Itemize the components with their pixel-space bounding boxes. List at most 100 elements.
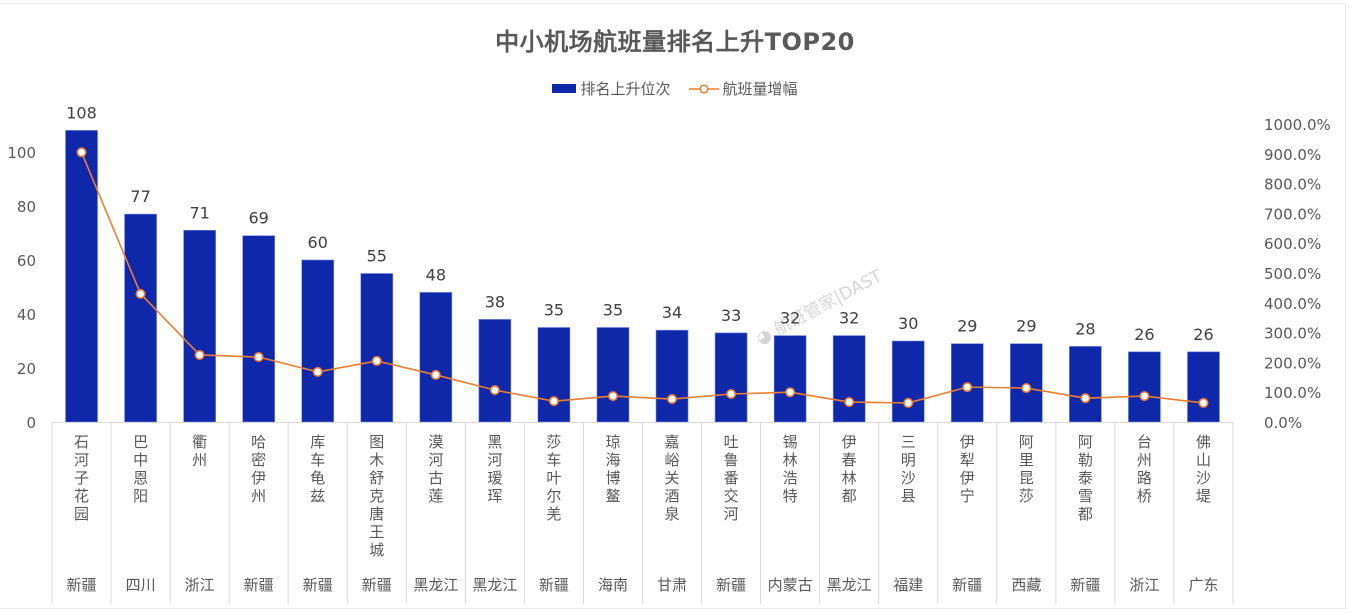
left-tick-label: 20: [17, 360, 36, 378]
line-point: [371, 355, 382, 366]
category-label-char: 城: [369, 541, 384, 559]
bar-data-label: 29: [1016, 317, 1036, 336]
category-label-char: 车: [310, 451, 325, 469]
category-label-char: 衢: [192, 433, 207, 451]
category-label-char: 莲: [428, 487, 443, 505]
category-label-char: 都: [1078, 505, 1093, 523]
category-label-char: 密: [251, 451, 266, 469]
right-tick-label: 1000.0%: [1264, 116, 1331, 134]
line-point: [726, 388, 737, 399]
category-label-char: 交: [724, 487, 739, 505]
category-label-char: 伊: [842, 433, 857, 451]
left-tick-label: 0: [26, 414, 36, 432]
bar: [891, 340, 925, 423]
category-label-char: 子: [74, 469, 89, 487]
bar-data-label: 35: [603, 301, 623, 320]
category-label-char: 羌: [546, 505, 561, 523]
category-label-char: 伊: [960, 433, 975, 451]
category-label-char: 兹: [310, 487, 325, 505]
legend-item-bar[interactable]: 排名上升位次: [552, 78, 671, 99]
right-tick-label: 700.0%: [1264, 205, 1321, 223]
bar-data-label: 38: [485, 292, 505, 311]
bar: [478, 319, 512, 423]
category-label-char: 鲁: [724, 451, 739, 469]
category-label-char: 州: [192, 451, 207, 469]
category-label-char: 伊: [960, 469, 975, 487]
bar-data-label: 77: [130, 187, 150, 206]
category-label-char: 勒: [1078, 451, 1093, 469]
left-tick-label: 60: [17, 252, 36, 270]
category-label-char: 图: [369, 433, 384, 451]
right-tick-label: 500.0%: [1264, 265, 1321, 283]
right-axis: 0.0% 100.0% 200.0% 300.0% 400.0% 500.0% 600.0%…: [1264, 116, 1331, 432]
legend-label-line: 航班量增幅: [722, 80, 798, 98]
bar: [419, 292, 453, 423]
category-label-char: 鳌: [605, 487, 620, 505]
category-label-char: 里: [1019, 451, 1034, 469]
category-label-char: 犁: [960, 451, 975, 469]
category-label-char: 酒: [665, 487, 680, 505]
province-label: 新疆: [362, 576, 392, 594]
province-label: 四川: [126, 576, 156, 594]
line-point: [607, 391, 618, 402]
right-tick-label: 600.0%: [1264, 235, 1321, 253]
bar-data-label: 28: [1075, 319, 1095, 338]
category-label-char: 珲: [487, 487, 502, 505]
category-label-char: 浩: [783, 469, 798, 487]
right-tick-label: 0.0%: [1264, 414, 1302, 432]
province-label: 新疆: [716, 576, 746, 594]
bar-data-label: 26: [1193, 325, 1213, 344]
category-label-char: 嘉: [665, 433, 680, 451]
chart-legend: 排名上升位次 航班量增幅: [0, 78, 1350, 99]
bar-data-label: 26: [1134, 325, 1154, 344]
line-point: [903, 397, 914, 408]
category-label-char: 山: [1196, 451, 1211, 469]
category-label-char: 黑: [487, 433, 502, 451]
category-label-char: 州: [251, 487, 266, 505]
line-point: [253, 352, 264, 363]
category-label-char: 州: [1137, 451, 1152, 469]
bar: [183, 230, 216, 423]
chart-frame: [0, 3, 1346, 609]
legend-line-marker-icon: [688, 83, 719, 94]
bar-data-label: 34: [662, 303, 682, 322]
category-label-char: 吐: [724, 433, 739, 451]
category-label-char: 泰: [1078, 469, 1093, 487]
bar: [65, 130, 98, 423]
bar-data-label: 69: [248, 209, 268, 228]
legend-item-line[interactable]: 航班量增幅: [688, 78, 798, 99]
category-label-char: 尔: [546, 487, 561, 505]
right-tick-label: 300.0%: [1264, 325, 1321, 343]
category-label-char: 叶: [546, 469, 561, 487]
bar: [242, 235, 275, 423]
province-label: 浙江: [1129, 576, 1159, 594]
category-label-char: 海: [605, 451, 620, 469]
category-label-char: 车: [546, 451, 561, 469]
category-label-char: 古: [428, 469, 443, 487]
line-point: [312, 366, 323, 377]
category-label-char: 昆: [1019, 469, 1034, 487]
line-point: [844, 397, 855, 408]
bar: [1069, 346, 1102, 423]
bar-data-label: 48: [426, 265, 446, 284]
category-label-char: 巴: [133, 433, 148, 451]
province-label: 浙江: [185, 576, 215, 594]
bar-data-label: 33: [721, 306, 741, 325]
province-label: 新疆: [303, 576, 333, 594]
province-label: 新疆: [539, 576, 569, 594]
category-label: 衢州: [192, 433, 207, 469]
category-label-char: 沙: [901, 469, 916, 487]
category-label-char: 番: [724, 469, 739, 487]
category-axis: 石河子花园新疆巴中恩阳四川衢州浙江哈密伊州新疆库车龟兹新疆图木舒克唐王城新疆漠河…: [51, 422, 1234, 604]
category-label-char: 阿: [1019, 433, 1034, 451]
category-label-char: 舒: [369, 469, 384, 487]
bar: [596, 327, 630, 423]
legend-label-bar: 排名上升位次: [580, 80, 671, 98]
